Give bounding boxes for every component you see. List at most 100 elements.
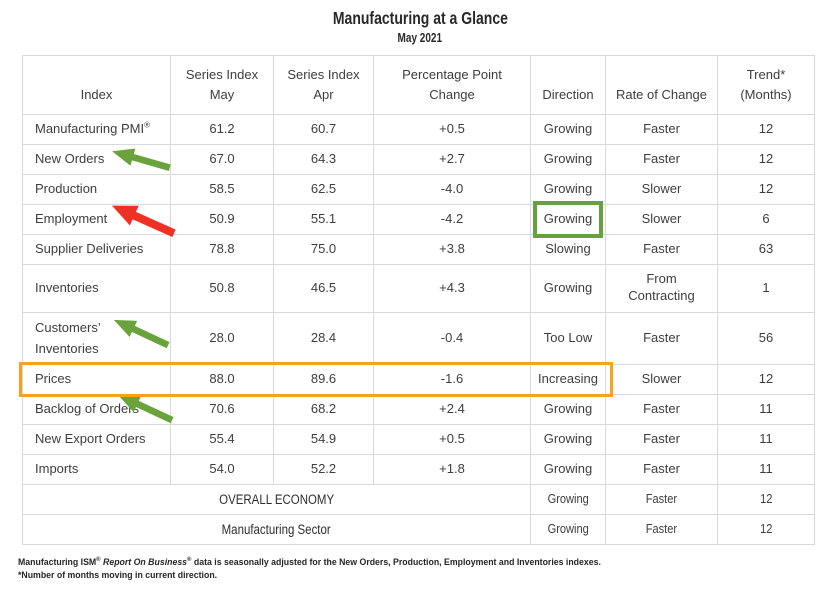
cell-apr: 28.4 bbox=[273, 311, 374, 365]
cell-index: Customers’ Inventories bbox=[22, 311, 171, 365]
cell-index: Inventories bbox=[22, 263, 171, 313]
cell-direction: Growing bbox=[530, 263, 606, 313]
cell-text: Prices bbox=[35, 370, 72, 386]
cell-trend: 56 bbox=[717, 311, 815, 365]
table-row: Prices 88.0 89.6 -1.6 Increasing Slower 12 bbox=[19, 361, 815, 397]
cell-change: +0.5 bbox=[373, 113, 531, 145]
column-header-label: Rate of Change bbox=[615, 86, 708, 102]
red-arrow-icon bbox=[107, 195, 178, 244]
cell-text: 55.4 bbox=[209, 430, 235, 446]
cell-text: Faster bbox=[643, 329, 680, 345]
cell-text: Growing bbox=[543, 210, 593, 226]
report-header: Manufacturing at a Glance May 2021 bbox=[0, 0, 840, 48]
cell-may: 58.5 bbox=[170, 173, 274, 205]
cell-index: Backlog of Orders bbox=[22, 393, 174, 425]
cell-text: Slower bbox=[641, 370, 682, 386]
cell-rate: Slower bbox=[605, 173, 718, 205]
cell-text: Faster bbox=[645, 490, 678, 506]
table-row: Inventories 50.8 46.5 +4.3 Growing From Contr… bbox=[22, 263, 815, 313]
registered-mark: ® bbox=[187, 555, 192, 563]
cell-text: +0.5 bbox=[439, 120, 465, 136]
cell-text: Faster bbox=[643, 150, 680, 166]
cell-text: Growing bbox=[543, 460, 593, 476]
cell-text: 52.2 bbox=[310, 460, 337, 476]
cell-trend: 1 bbox=[717, 263, 815, 313]
cell-summary-label: OVERALL ECONOMY bbox=[22, 483, 531, 515]
cell-text: From Contracting bbox=[628, 271, 695, 304]
cell-trend: 63 bbox=[717, 233, 815, 265]
page-subtitle: May 2021 bbox=[397, 31, 443, 46]
cell-text: Slower bbox=[641, 180, 682, 196]
cell-trend: 12 bbox=[717, 513, 815, 545]
cell-may: 50.9 bbox=[170, 203, 274, 235]
cell-text: Production bbox=[35, 180, 98, 196]
cell-may: 70.6 bbox=[170, 393, 274, 425]
page-title: Manufacturing at a Glance bbox=[332, 8, 508, 28]
green-arrow-icon bbox=[110, 142, 173, 177]
cell-index: Manufacturing PMI® bbox=[22, 113, 171, 145]
cell-text: +4.3 bbox=[439, 279, 465, 295]
cell-text: 60.7 bbox=[310, 120, 337, 136]
cell-may: 88.0 bbox=[170, 363, 274, 395]
cell-text: 63 bbox=[758, 240, 774, 256]
cell-index: New Export Orders bbox=[22, 423, 171, 455]
cell-text: 1 bbox=[762, 279, 770, 295]
cell-rate: Faster bbox=[605, 143, 718, 175]
cell-direction: Growing bbox=[530, 483, 606, 515]
cell-text: Supplier Deliveries bbox=[35, 240, 144, 256]
column-header-apr: Series Index Apr bbox=[273, 54, 374, 115]
table-row: Supplier Deliveries 78.8 75.0 +3.8 Slowing Fa… bbox=[22, 233, 815, 265]
cell-change: -0.4 bbox=[373, 311, 531, 365]
cell-text: -4.0 bbox=[440, 180, 464, 196]
cell-text: 12 bbox=[759, 490, 773, 506]
footnote-line-2: *Number of months moving in current dire… bbox=[18, 570, 774, 583]
cell-text: Slowing bbox=[545, 240, 591, 256]
cell-apr: 52.2 bbox=[273, 453, 374, 485]
cell-text: Growing bbox=[547, 520, 589, 536]
cell-text: +0.5 bbox=[439, 430, 465, 446]
cell-text: 75.0 bbox=[310, 240, 337, 256]
cell-text: Growing bbox=[543, 150, 593, 166]
cell-text: 12 bbox=[758, 370, 774, 386]
summary-label-text: Manufacturing Sector bbox=[221, 521, 332, 537]
table-row: Employment 50.9 55.1 -4.2 Growing Slower 6 bbox=[22, 200, 815, 238]
column-header-label: Series Index May bbox=[185, 66, 259, 102]
cell-index: Prices bbox=[19, 361, 613, 397]
cell-may: 54.0 bbox=[170, 453, 274, 485]
cell-index: Imports bbox=[22, 453, 171, 485]
cell-may: 28.0 bbox=[170, 311, 274, 365]
column-header-rate: Rate of Change bbox=[605, 54, 718, 115]
cell-may: 50.8 bbox=[170, 263, 274, 313]
footnote-italic-text: Report On Business bbox=[100, 556, 188, 568]
table-row: Imports 54.0 52.2 +1.8 Growing Faster 11 bbox=[22, 453, 815, 485]
cell-text: Slower bbox=[641, 210, 682, 226]
cell-may: 78.8 bbox=[170, 233, 274, 265]
table-row: Customers’ Inventories 28.0 28.4 -0.4 Too Lo… bbox=[22, 311, 815, 365]
cell-change: -4.2 bbox=[373, 203, 531, 235]
cell-index: Supplier Deliveries bbox=[22, 233, 171, 265]
cell-text: 89.6 bbox=[310, 370, 337, 386]
cell-direction: Growing bbox=[530, 453, 606, 485]
column-header-label: Direction bbox=[542, 86, 594, 102]
cell-change: +3.8 bbox=[373, 233, 531, 265]
cell-change: -1.6 bbox=[373, 363, 531, 395]
cell-text: Growing bbox=[543, 279, 593, 295]
summary-label-text: OVERALL ECONOMY bbox=[218, 491, 334, 507]
cell-text: Imports bbox=[35, 460, 79, 476]
cell-rate: Faster bbox=[605, 393, 718, 425]
summary-row: OVERALL ECONOMY Growing Faster 12 bbox=[22, 483, 815, 515]
cell-text: Inventories bbox=[35, 279, 99, 295]
cell-trend: 6 bbox=[717, 203, 815, 235]
cell-rate: Slower bbox=[605, 203, 718, 235]
cell-apr: 64.3 bbox=[273, 143, 374, 175]
cell-rate: Faster bbox=[605, 423, 718, 455]
cell-text: 67.0 bbox=[209, 150, 235, 166]
cell-text: 12 bbox=[758, 120, 774, 136]
cell-text: New Orders bbox=[35, 150, 105, 166]
cell-rate: Slower bbox=[605, 363, 718, 395]
cell-rate: Faster bbox=[605, 453, 718, 485]
cell-direction: Growing bbox=[530, 423, 606, 455]
cell-text: +3.8 bbox=[439, 240, 465, 256]
cell-may: 55.4 bbox=[170, 423, 274, 455]
